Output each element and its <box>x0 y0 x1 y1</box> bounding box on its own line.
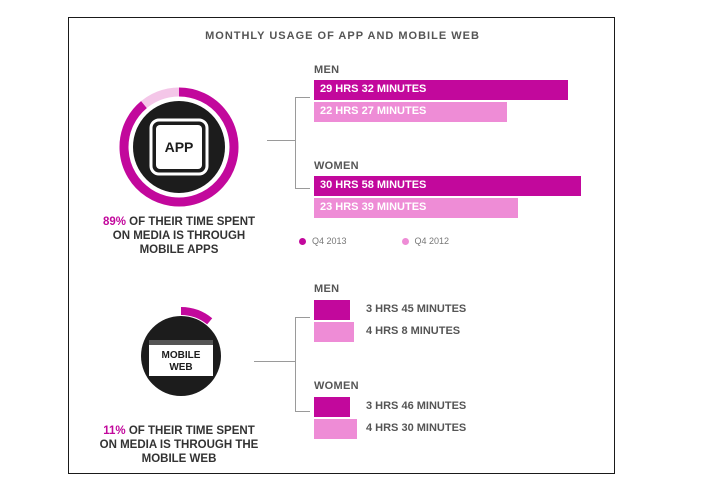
web-bar-women-q4-2013 <box>314 397 351 417</box>
web-ring-share-arc <box>180 307 213 325</box>
web-bar-label-women-q4-2012: 4 HRS 30 MINUTES <box>366 422 467 434</box>
app-ring-share-arc <box>119 87 239 207</box>
app-usage-ring: APP <box>119 87 239 207</box>
app-caption-pct: 89% <box>102 216 126 228</box>
app-bracket-stem <box>267 140 295 141</box>
app-icon-label: APP <box>165 139 194 155</box>
infographic-frame: MONTHLY USAGE OF APP AND MOBILE WEB APP … <box>68 17 615 474</box>
web-bar-men-q4-2012 <box>314 322 354 342</box>
web-icon-label-2: WEB <box>169 362 192 373</box>
legend-q4-2012-label: Q4 2012 <box>414 236 450 246</box>
web-caption: 11% OF THEIR TIME SPENT ON MEDIA IS THRO… <box>79 424 279 466</box>
app-bar-label-men-q4-2012: 22 HRS 27 MINUTES <box>320 105 427 117</box>
web-women-label: WOMEN <box>314 380 359 392</box>
web-caption-line2: ON MEDIA IS THROUGH THE <box>99 439 259 451</box>
web-bar-label-men-q4-2012: 4 HRS 8 MINUTES <box>366 325 461 337</box>
web-icon-label-1: MOBILE <box>162 350 201 361</box>
legend-q4-2013-swatch <box>299 237 306 245</box>
chart-title: MONTHLY USAGE OF APP AND MOBILE WEB <box>205 30 480 42</box>
legend-q4-2012-swatch <box>401 237 409 245</box>
legend-q4-2013-label: Q4 2013 <box>312 236 347 246</box>
app-bar-label-women-q4-2012: 23 HRS 39 MINUTES <box>320 201 427 213</box>
app-bar-women-q4-2013 <box>314 176 581 196</box>
app-bar-men-q4-2012 <box>314 102 508 122</box>
app-bar-label-women-q4-2013: 30 HRS 58 MINUTES <box>320 179 427 191</box>
web-bar-label-women-q4-2013: 3 HRS 46 MINUTES <box>366 400 467 412</box>
app-bar-men-q4-2013 <box>314 80 569 100</box>
app-caption-line1: OF THEIR TIME SPENT <box>125 216 256 228</box>
web-caption-line3: MOBILE WEB <box>141 453 217 465</box>
web-usage-ring: MOBILE WEB <box>141 307 221 396</box>
web-caption-pct: 11% <box>103 425 126 437</box>
app-caption-line2: ON MEDIA IS THROUGH <box>112 230 246 242</box>
app-women-label: WOMEN <box>314 160 359 172</box>
web-bracket <box>295 317 310 412</box>
app-caption: 89% OF THEIR TIME SPENT ON MEDIA IS THRO… <box>79 215 279 257</box>
app-icon-inner <box>156 125 202 169</box>
app-men-label: MEN <box>314 64 340 76</box>
app-caption-line3: MOBILE APPS <box>139 244 219 256</box>
web-bracket-stem <box>254 361 295 362</box>
web-bar-men-q4-2013 <box>314 300 350 320</box>
mobile-web-icon-bar <box>149 340 213 345</box>
app-bar-label-men-q4-2013: 29 HRS 32 MINUTES <box>320 83 427 95</box>
web-bar-women-q4-2012 <box>314 419 358 439</box>
legend: Q4 2013 Q4 2012 <box>299 236 449 246</box>
web-men-label: MEN <box>314 283 340 295</box>
web-caption-line1: OF THEIR TIME SPENT <box>125 425 255 437</box>
app-bracket <box>295 97 310 189</box>
mobile-web-icon <box>149 340 213 376</box>
web-bar-label-men-q4-2013: 3 HRS 45 MINUTES <box>366 303 467 315</box>
app-bar-women-q4-2012 <box>314 198 518 218</box>
